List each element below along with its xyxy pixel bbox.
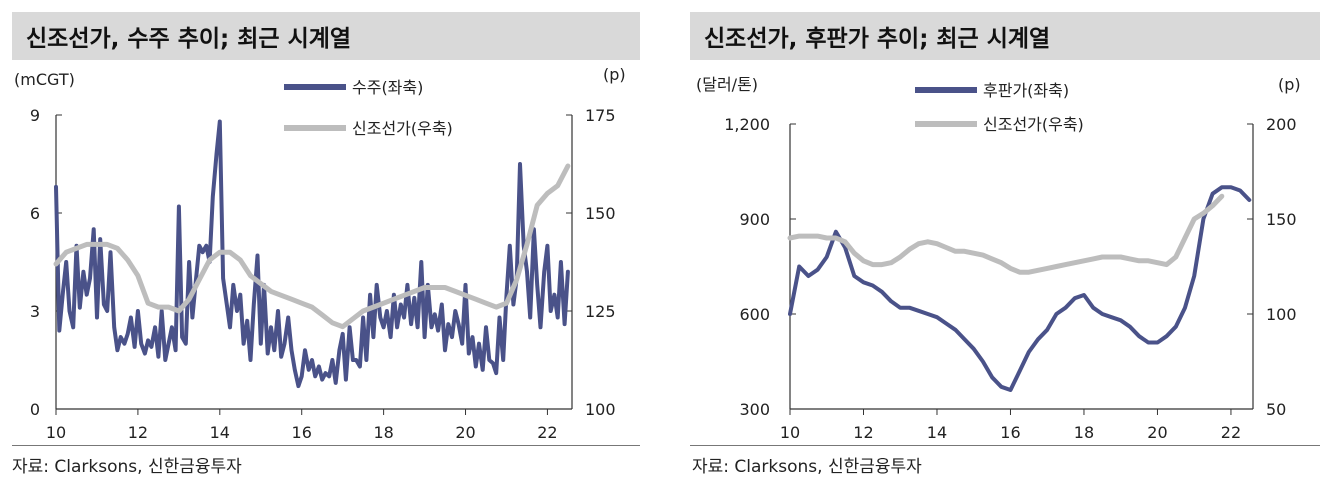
x-tick-label: 16 <box>292 423 312 442</box>
left-chart-title-bar: 신조선가, 수주 추이; 최근 시계열 <box>12 12 640 60</box>
left-unit-label: (달러/톤) <box>696 75 758 94</box>
series-line-primary <box>788 185 1252 392</box>
x-tick-label: 12 <box>128 423 148 442</box>
left-tick-label: 900 <box>739 210 770 229</box>
x-tick-label: 18 <box>373 423 393 442</box>
left-divider <box>12 445 640 446</box>
left-tick-label: 300 <box>739 400 770 419</box>
x-tick-label: 20 <box>455 423 475 442</box>
right-tick-label: 150 <box>585 204 616 223</box>
x-tick-label: 22 <box>537 423 557 442</box>
left-chart-panel: 신조선가, 수주 추이; 최근 시계열 0 3 6 9 100 125 150 175 10 12… <box>0 0 645 489</box>
left-tick-label: 3 <box>30 302 40 321</box>
left-tick-label: 9 <box>30 106 40 125</box>
right-chart: 300 600 900 1,200 50 100 150 200 10 12 14 16 18 20 22 (… <box>696 75 1301 442</box>
legend-label: 후판가(좌축) <box>983 81 1069 100</box>
right-chart-title-bar: 신조선가, 후판가 추이; 최근 시계열 <box>690 12 1320 60</box>
x-tick-label: 20 <box>1147 423 1167 442</box>
legend-label: 신조선가(우축) <box>983 115 1084 134</box>
left-unit-label: (mCGT) <box>14 70 75 89</box>
right-chart-panel: 신조선가, 후판가 추이; 최근 시계열 300 600 900 1,200 50 100… <box>690 0 1339 489</box>
left-chart-title: 신조선가, 수주 추이; 최근 시계열 <box>26 26 352 52</box>
right-tick-label: 200 <box>1266 115 1297 134</box>
right-tick-label: 100 <box>585 400 616 419</box>
x-tick-label: 14 <box>210 423 230 442</box>
x-tick-label: 14 <box>927 423 947 442</box>
x-tick-label: 18 <box>1074 423 1094 442</box>
left-tick-label: 0 <box>30 400 40 419</box>
right-divider <box>690 445 1320 446</box>
left-tick-label: 600 <box>739 305 770 324</box>
left-chart: 0 3 6 9 100 125 150 175 10 12 14 16 18 20 22 (mCGT) (p) 수… <box>14 65 626 442</box>
legend-label: 수주(좌축) <box>352 78 423 97</box>
legend-label: 신조선가(우축) <box>352 119 453 138</box>
left-source: 자료: Clarksons, 신한금융투자 <box>12 457 242 477</box>
right-chart-title: 신조선가, 후판가 추이; 최근 시계열 <box>704 26 1051 52</box>
x-tick-label: 10 <box>780 423 800 442</box>
series-line-primary <box>54 119 570 389</box>
right-source: 자료: Clarksons, 신한금융투자 <box>692 457 922 477</box>
right-unit-label: (p) <box>1278 75 1301 94</box>
right-tick-label: 125 <box>585 302 616 321</box>
right-unit-label: (p) <box>603 65 626 84</box>
series-line-secondary <box>787 193 1225 275</box>
right-tick-label: 50 <box>1266 400 1286 419</box>
right-tick-label: 175 <box>585 106 616 125</box>
left-tick-label: 6 <box>30 204 40 223</box>
left-tick-label: 1,200 <box>724 115 770 134</box>
x-tick-label: 10 <box>46 423 66 442</box>
series-line-secondary <box>53 163 571 330</box>
x-tick-label: 22 <box>1221 423 1241 442</box>
x-tick-label: 16 <box>1000 423 1020 442</box>
x-tick-label: 12 <box>853 423 873 442</box>
right-tick-label: 150 <box>1266 210 1297 229</box>
right-tick-label: 100 <box>1266 305 1297 324</box>
